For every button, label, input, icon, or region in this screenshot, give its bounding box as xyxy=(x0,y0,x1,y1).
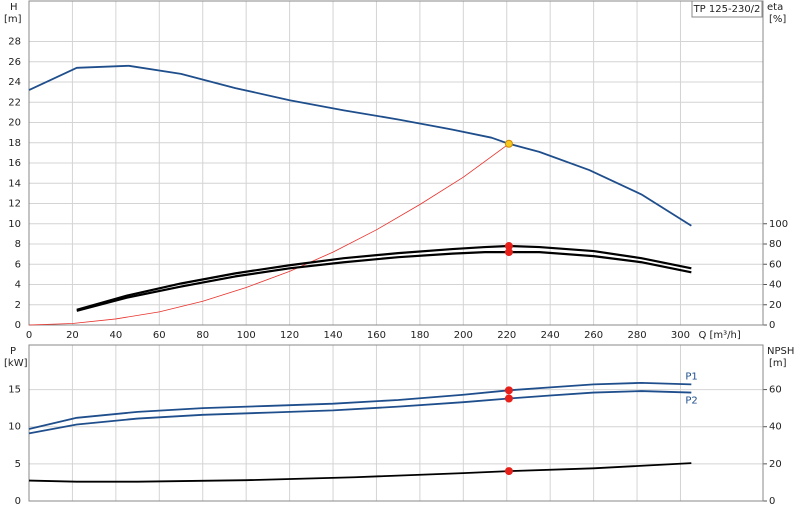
y2-tick-label: 60 xyxy=(769,385,782,396)
y-tick-label: 2 xyxy=(15,300,21,311)
curve xyxy=(28,64,692,227)
plot-frame xyxy=(28,0,764,326)
y2-tick-label: 40 xyxy=(769,422,782,433)
y-tick-label: 28 xyxy=(8,37,21,48)
curve xyxy=(28,390,692,435)
y2-unit: [%] xyxy=(769,14,786,25)
y2-tick-label: 0 xyxy=(769,320,775,331)
y2-label: NPSH xyxy=(767,346,794,357)
x-tick-label: 240 xyxy=(541,330,560,341)
operating-point xyxy=(504,386,513,395)
y-tick-label: 0 xyxy=(15,496,21,507)
x-tick-label: 260 xyxy=(584,330,603,341)
y-tick-label: 8 xyxy=(15,239,21,250)
y-tick-label: 24 xyxy=(8,77,21,88)
y-tick-label: 26 xyxy=(8,57,21,68)
y2-tick-label: 0 xyxy=(769,496,775,507)
curve xyxy=(28,462,692,483)
y-tick-label: 6 xyxy=(15,259,21,270)
x-tick-label: 120 xyxy=(280,330,299,341)
title-box xyxy=(691,0,763,18)
operating-point xyxy=(504,394,513,403)
y2-unit: [m] xyxy=(769,358,787,369)
y-label: P xyxy=(10,346,16,357)
series-label: P2 xyxy=(685,396,697,407)
y2-tick-label: 60 xyxy=(769,259,782,270)
y-unit: [kW] xyxy=(4,358,28,369)
x-label: Q [m³/h] xyxy=(698,330,740,341)
y-tick-label: 12 xyxy=(8,199,21,210)
curve xyxy=(76,251,692,312)
y2-tick-label: 40 xyxy=(769,280,782,291)
plot-frame xyxy=(28,344,764,502)
y-unit: [m] xyxy=(4,14,22,25)
curve xyxy=(28,381,692,430)
x-tick-label: 40 xyxy=(109,330,122,341)
y-tick-label: 18 xyxy=(8,138,21,149)
x-tick-label: 0 xyxy=(26,330,32,341)
y-tick-label: 14 xyxy=(8,178,21,189)
y-tick-label: 22 xyxy=(8,97,21,108)
y-tick-label: 16 xyxy=(8,158,21,169)
y-tick-label: 20 xyxy=(8,118,21,129)
x-tick-label: 220 xyxy=(497,330,516,341)
y2-tick-label: 80 xyxy=(769,239,782,250)
x-tick-label: 300 xyxy=(671,330,690,341)
curve xyxy=(28,143,510,326)
x-tick-label: 100 xyxy=(237,330,256,341)
x-tick-label: 80 xyxy=(196,330,209,341)
chart-title: TP 125-230/2 xyxy=(693,4,761,15)
y-tick-label: 4 xyxy=(15,280,21,291)
y-tick-label: 5 xyxy=(15,459,21,470)
y-tick-label: 10 xyxy=(8,422,21,433)
x-tick-label: 200 xyxy=(454,330,473,341)
y2-label: eta xyxy=(767,2,783,13)
x-tick-label: 180 xyxy=(410,330,429,341)
y-tick-label: 15 xyxy=(8,385,21,396)
y2-tick-label: 100 xyxy=(769,219,788,230)
series-label: P1 xyxy=(685,371,697,382)
y-label: H xyxy=(10,2,18,13)
x-tick-label: 160 xyxy=(367,330,386,341)
y-tick-label: 0 xyxy=(15,320,21,331)
y-tick-label: 10 xyxy=(8,219,21,230)
operating-point xyxy=(504,139,513,148)
x-tick-label: 140 xyxy=(323,330,342,341)
x-tick-label: 20 xyxy=(66,330,79,341)
curve xyxy=(76,244,692,311)
x-tick-label: 280 xyxy=(628,330,647,341)
x-tick-label: 60 xyxy=(153,330,166,341)
y2-tick-label: 20 xyxy=(769,300,782,311)
y2-tick-label: 20 xyxy=(769,459,782,470)
operating-point xyxy=(504,248,513,257)
operating-point xyxy=(504,467,513,476)
